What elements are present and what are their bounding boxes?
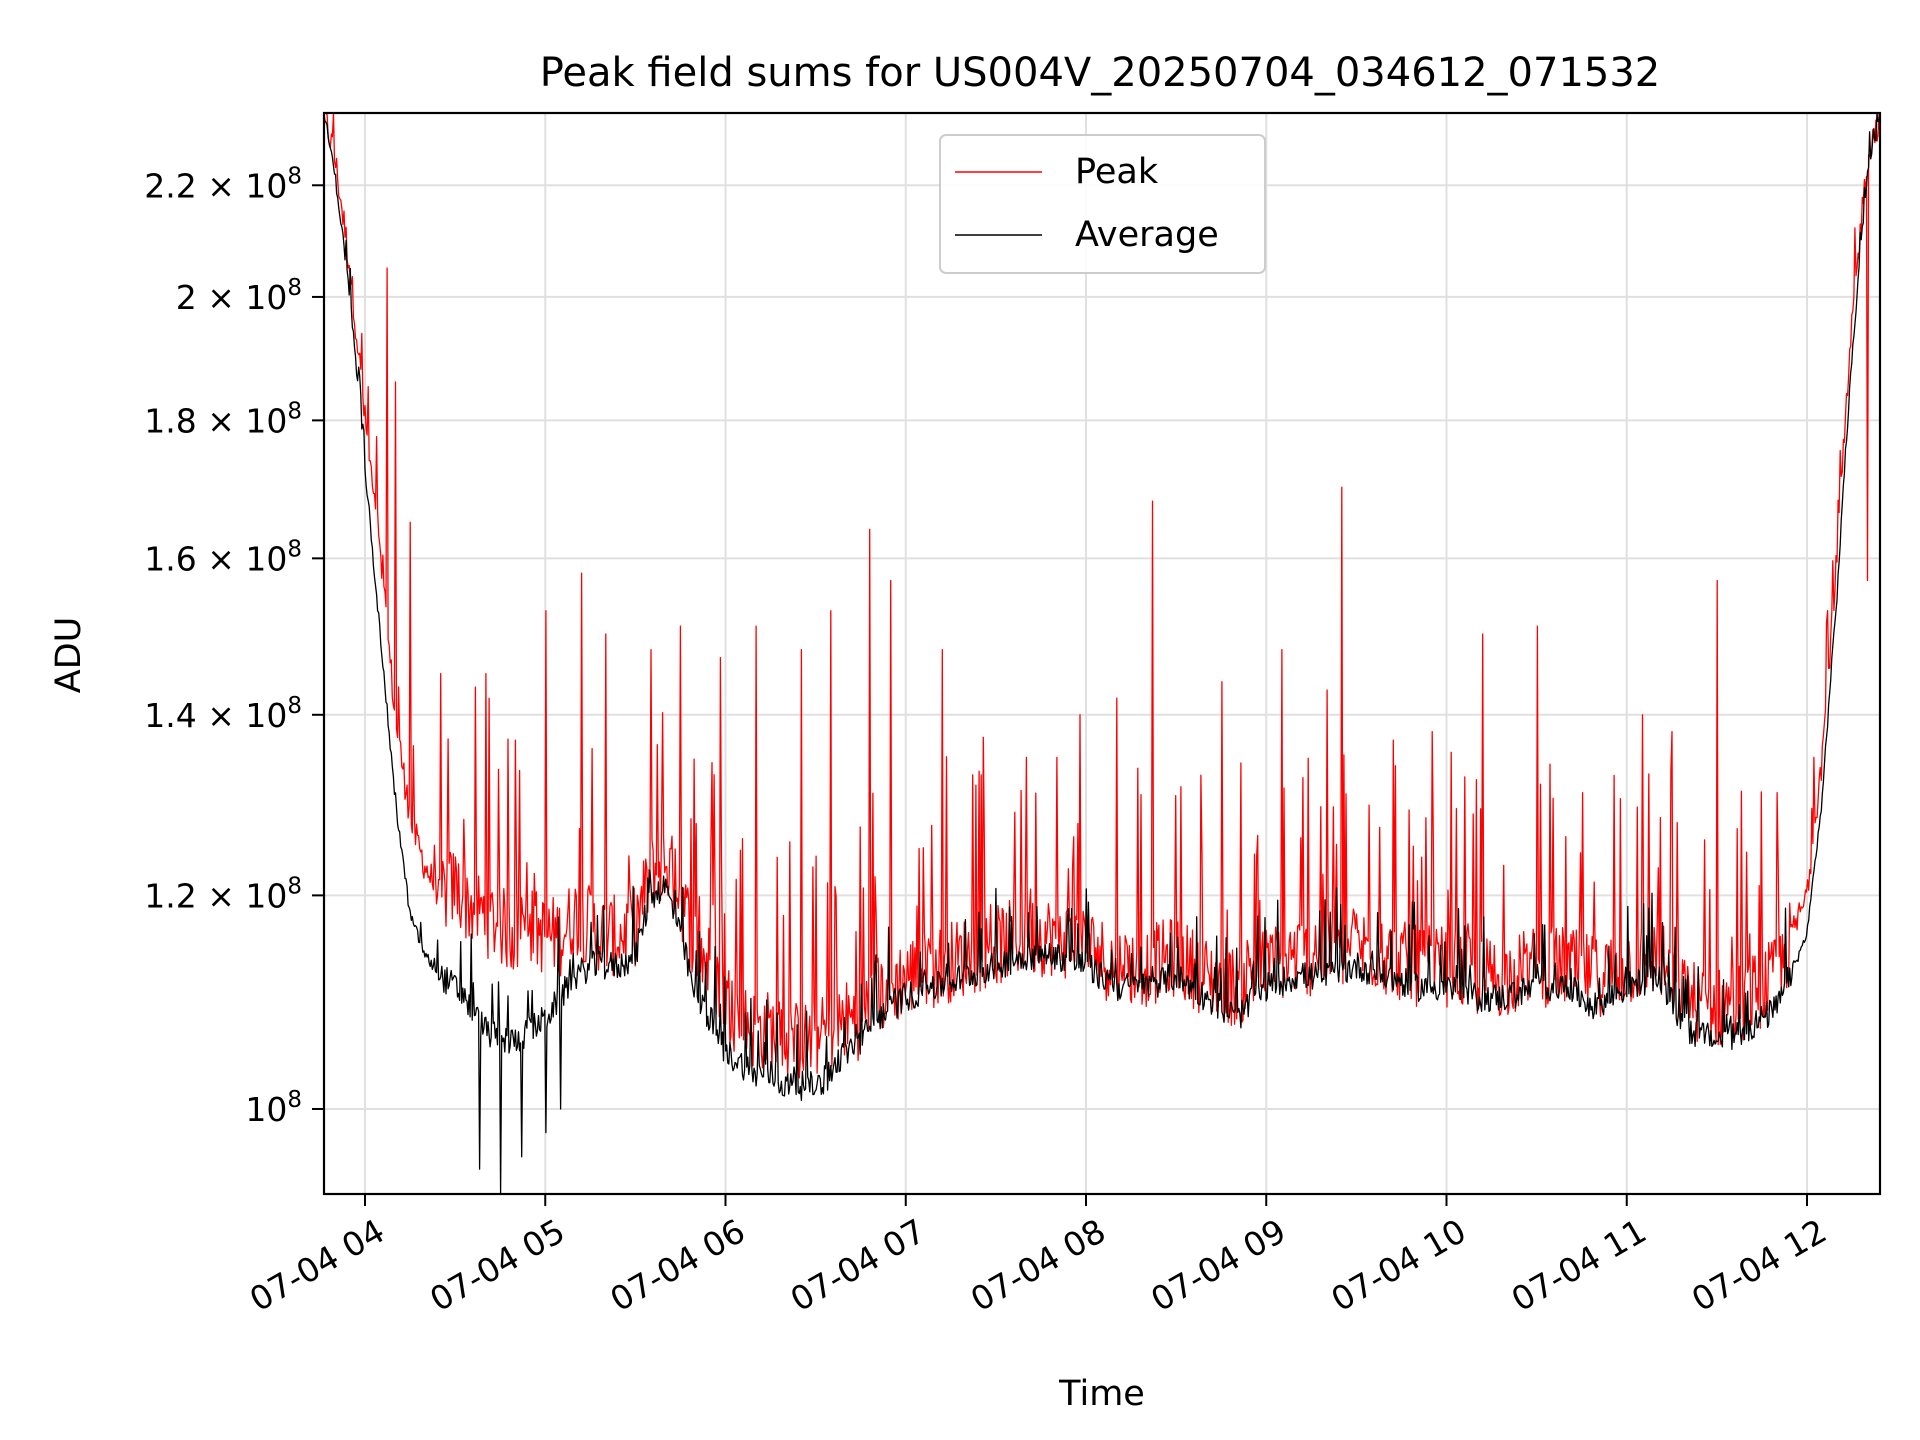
series-average-line [324, 113, 1880, 1194]
x-tick-label: 07-04 04 [243, 1211, 391, 1319]
legend-label-average: Average [1075, 215, 1219, 255]
y-tick-label: 1.4 × 108 [144, 693, 302, 735]
legend-label-peak: Peak [1075, 152, 1159, 192]
legend: Peak Average [939, 134, 1266, 274]
chart-title: Peak field sums for US004V_20250704_0346… [540, 50, 1661, 96]
x-tick-label: 07-04 11 [1505, 1211, 1653, 1319]
series-layer [324, 113, 1880, 1194]
x-tick-label: 07-04 10 [1325, 1211, 1473, 1319]
x-tick-label: 07-04 07 [784, 1211, 932, 1319]
y-axis-label: ADU [49, 617, 89, 694]
legend-box [939, 134, 1266, 274]
y-tick-label: 1.2 × 108 [144, 873, 302, 915]
plot-frame [322, 111, 1882, 1196]
x-tick-label: 07-04 06 [604, 1211, 752, 1319]
y-tick-label: 2 × 108 [176, 275, 302, 317]
x-axis: 07-04 04 07-04 05 07-04 06 07-04 07 07-04 08… [243, 1194, 1833, 1319]
y-tick-label: 108 [245, 1087, 302, 1129]
y-axis: 108 1.2 × 108 1.4 × 108 1.6 × 108 1.8 × 108 2… [144, 163, 324, 1129]
x-tick-label: 07-04 08 [964, 1211, 1112, 1319]
y-tick-label: 1.6 × 108 [144, 536, 302, 578]
x-axis-label: Time [1058, 1374, 1145, 1414]
y-tick-label: 2.2 × 108 [144, 163, 302, 205]
x-tick-label: 07-04 05 [423, 1211, 571, 1319]
x-tick-label: 07-04 12 [1685, 1211, 1833, 1319]
x-tick-label: 07-04 09 [1144, 1211, 1292, 1319]
y-tick-label: 1.8 × 108 [144, 398, 302, 440]
series-peak-line [324, 113, 1880, 1079]
grid [324, 113, 1880, 1194]
